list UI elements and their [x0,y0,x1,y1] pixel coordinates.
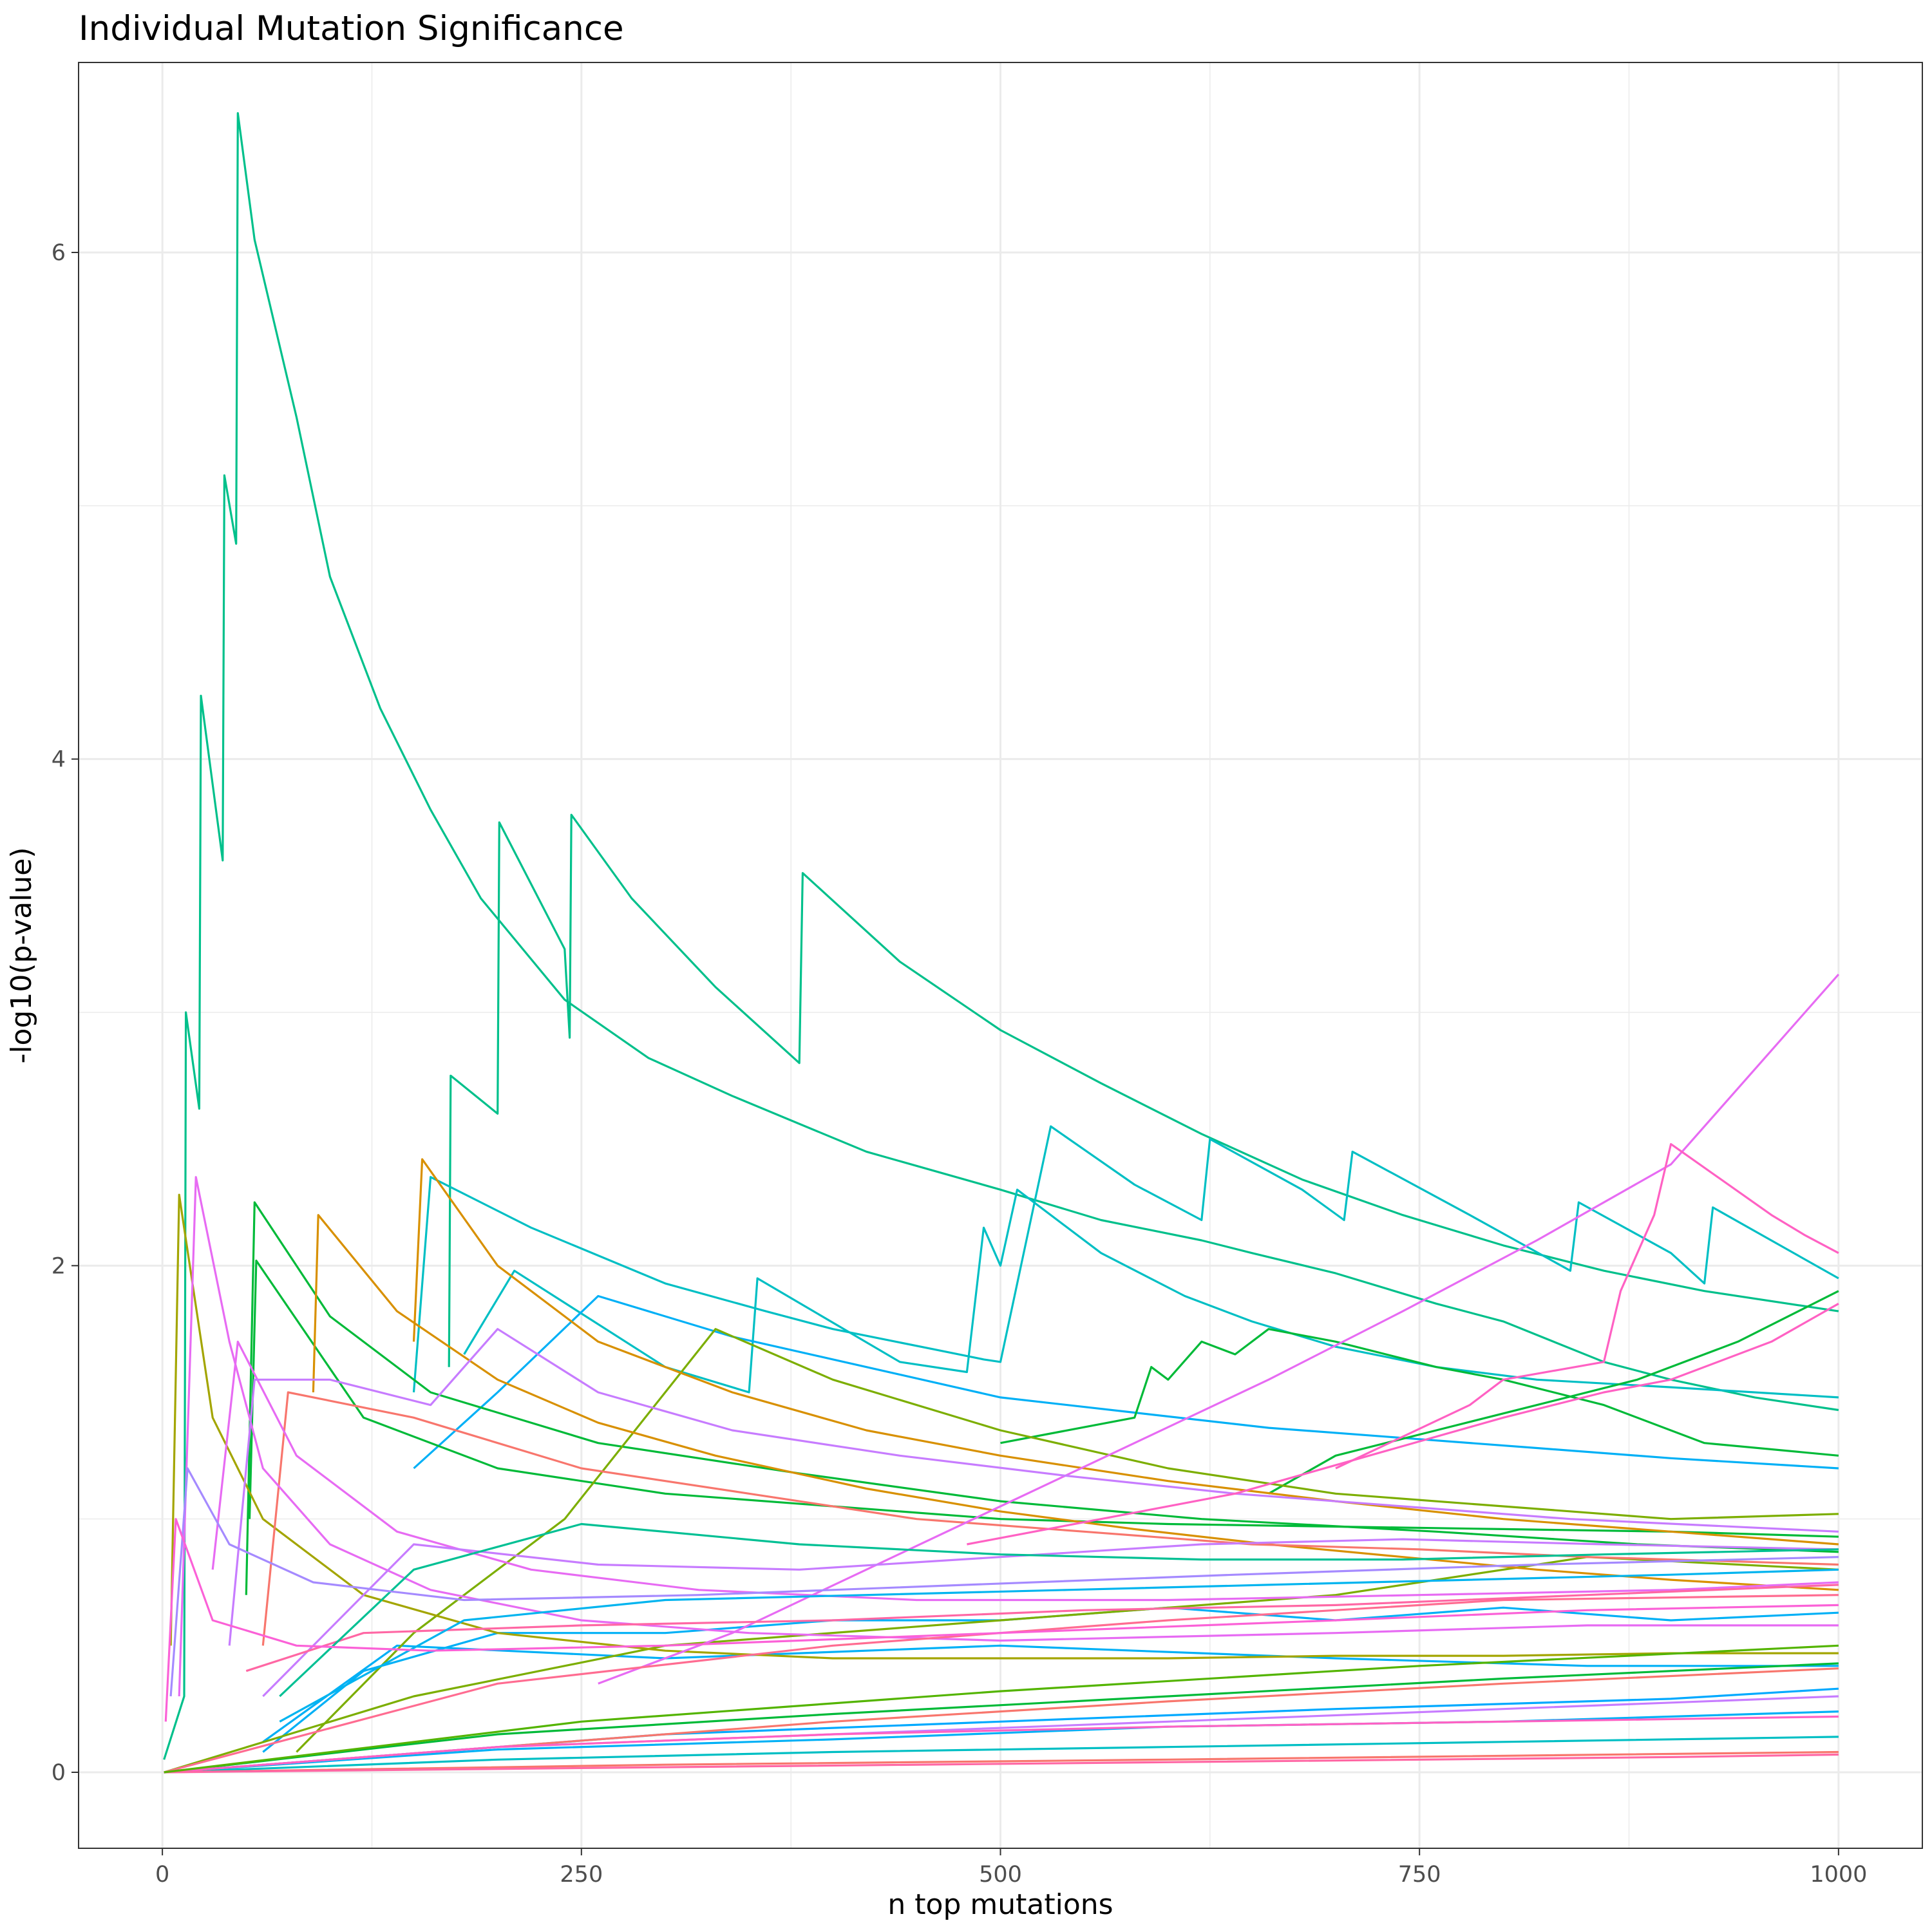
series-line-33 [164,1753,1839,1774]
y-axis-title: -log10(p-value) [5,847,38,1063]
series-line-3 [412,1125,1839,1393]
series-line-14 [1000,1328,1839,1457]
series-layer [163,112,1840,1774]
series-line-25 [178,1176,1839,1697]
x-tick-label: 0 [155,1862,169,1888]
series-line-40 [164,1518,1839,1722]
y-tick-label: 4 [52,747,66,773]
series-line-38 [169,1467,1839,1697]
x-tick-label: 1000 [1810,1862,1867,1888]
series-line-35 [279,1522,1839,1698]
axis-ticks: 0 250 500 750 1000 0 2 4 6 [52,240,1868,1888]
series-line-26 [211,1340,1839,1602]
chart-title: Individual Mutation Significance [79,9,624,48]
y-tick-label: 6 [52,240,66,266]
series-line-32 [164,1715,1839,1774]
series-line-20 [412,1158,1839,1546]
y-tick-label: 0 [52,1760,66,1786]
series-line-16 [296,1328,1839,1753]
x-tick-label: 750 [1398,1862,1441,1888]
series-line-2 [448,813,1839,1367]
series-line-29 [262,1538,1839,1698]
series-line-15 [1268,1290,1839,1495]
series-line-7 [262,1644,1839,1743]
series-line-27 [228,1328,1839,1646]
series-line-31 [967,1302,1839,1546]
series-line-36 [279,1568,1839,1723]
x-tick-label: 500 [979,1862,1022,1888]
series-line-23 [164,1750,1839,1774]
y-tick-label: 2 [52,1253,66,1279]
series-line-13 [164,1662,1839,1774]
series-line-21 [261,1391,1839,1646]
series-line-24 [598,973,1840,1685]
series-line-34 [245,1584,1839,1672]
series-line-5 [413,1294,1839,1470]
series-line-30 [1335,1142,1839,1470]
series-line-1 [163,112,1839,1760]
series-line-39 [164,1644,1839,1774]
x-tick-label: 250 [560,1862,603,1888]
series-line-9 [164,1736,1839,1774]
series-line-4 [463,1188,1839,1399]
series-line-12 [248,1259,1839,1538]
x-axis-title: n top mutations [887,1888,1113,1921]
